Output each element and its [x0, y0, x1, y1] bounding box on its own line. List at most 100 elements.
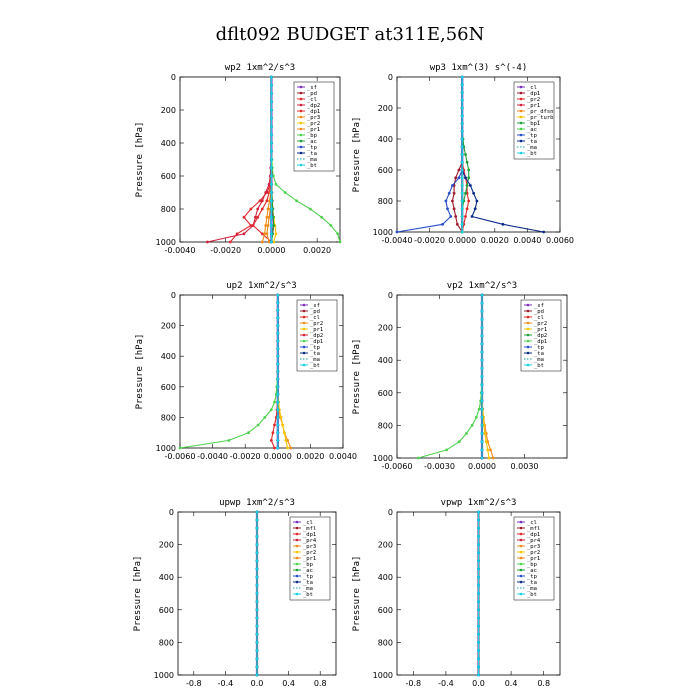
legend-marker — [295, 550, 299, 554]
data-point — [441, 222, 444, 226]
legend-label: _ac — [527, 568, 537, 574]
legend-label: _mfl — [527, 526, 540, 532]
legend-marker — [519, 97, 523, 101]
data-point — [480, 383, 484, 386]
legend-label: _pd — [534, 309, 544, 315]
data-point — [480, 448, 484, 452]
legend-label: _sf — [534, 303, 544, 309]
legend-marker — [526, 309, 530, 313]
y-tick-label: 400 — [161, 352, 176, 361]
data-point — [472, 191, 475, 195]
y-tick-label: 800 — [161, 205, 176, 214]
data-point — [260, 199, 264, 203]
legend-label: _ac — [303, 568, 313, 574]
data-point — [256, 207, 260, 211]
data-point — [480, 318, 484, 321]
series-line-cl — [229, 77, 272, 243]
y-tick-label: 1000 — [373, 228, 393, 237]
data-point — [265, 199, 269, 203]
data-point — [460, 83, 464, 87]
data-point — [255, 649, 259, 652]
legend-marker — [519, 127, 523, 131]
legend-label: _dp1 — [534, 339, 547, 345]
legend-marker — [295, 538, 299, 542]
series-line-dp1 — [179, 295, 279, 449]
series-line-tp — [396, 77, 463, 233]
data-point — [276, 370, 280, 373]
x-tick-label: 0.0040 — [513, 236, 541, 245]
data-point — [227, 439, 231, 442]
data-point — [477, 600, 480, 603]
data-point — [480, 399, 484, 403]
y-tick-label: 0 — [171, 73, 176, 82]
data-point — [477, 657, 480, 661]
legend-label: _pr3 — [527, 544, 540, 550]
y-tick-label: 400 — [378, 573, 393, 582]
data-point — [270, 149, 273, 153]
legend-marker — [526, 345, 530, 349]
data-point — [464, 215, 467, 218]
legend-marker — [519, 520, 523, 524]
legend-label: _ta — [527, 580, 537, 586]
data-point — [274, 182, 278, 186]
data-point — [255, 616, 259, 620]
data-point — [477, 584, 480, 587]
y-axis-label: Pressure [hPa] — [352, 339, 362, 415]
legend-label: _dp2 — [534, 333, 547, 339]
data-point — [283, 191, 287, 194]
data-point — [255, 624, 259, 628]
data-point — [336, 232, 340, 236]
legend-marker — [519, 133, 523, 137]
y-tick-label: 400 — [378, 356, 393, 365]
legend-marker — [302, 315, 306, 319]
data-point — [480, 375, 484, 378]
legend-marker — [295, 568, 299, 572]
y-axis-label: Pressure [hPa] — [133, 556, 143, 632]
data-point — [286, 446, 289, 450]
figure-title: dflt092 BUDGET at311E,56N — [216, 24, 485, 45]
data-point — [460, 106, 464, 110]
y-tick-label: 200 — [161, 322, 176, 331]
y-tick-label: 600 — [378, 166, 393, 175]
data-point — [465, 432, 468, 435]
data-point — [460, 160, 464, 164]
data-point — [276, 362, 280, 366]
legend-marker — [519, 91, 523, 95]
x-tick-label: 0.4 — [282, 679, 295, 688]
y-tick-label: 800 — [378, 197, 393, 206]
data-point — [395, 230, 399, 234]
data-point — [477, 624, 480, 628]
x-tick-label: 0.0 — [472, 679, 485, 688]
legend-marker — [299, 151, 303, 155]
data-point — [270, 207, 273, 211]
data-point — [266, 224, 270, 227]
chart-panel-1: wp2 1xm^2/s^3 Pressure [hPa] 0 200 400 600 800… — [135, 63, 342, 255]
legend-label: _pr4 — [527, 538, 541, 544]
data-point — [289, 446, 293, 450]
legend-label: _cl — [303, 520, 313, 526]
series-line-dp1 — [418, 295, 483, 459]
data-point — [270, 232, 273, 236]
series-group — [477, 510, 480, 677]
data-point — [256, 423, 260, 427]
y-tick-label: 200 — [161, 106, 176, 115]
legend-label: _tp — [527, 574, 537, 580]
legend-marker — [519, 538, 523, 542]
legend-label: _pr2 — [307, 121, 320, 127]
data-point — [267, 240, 271, 244]
data-point — [270, 158, 273, 161]
legend-label: _cl — [310, 315, 320, 321]
y-tick-label: 600 — [378, 389, 393, 398]
legend-marker — [299, 163, 303, 167]
data-point — [255, 673, 259, 677]
data-point — [480, 440, 484, 444]
data-point — [274, 232, 278, 236]
data-point — [477, 608, 480, 612]
y-tick-label: 400 — [161, 139, 176, 148]
data-point — [272, 240, 276, 244]
x-tick-label: -0.0060 — [165, 452, 196, 461]
data-point — [460, 98, 464, 102]
data-point — [477, 673, 480, 677]
series-group — [206, 75, 342, 244]
x-tick-label: 0.0030 — [511, 462, 539, 471]
